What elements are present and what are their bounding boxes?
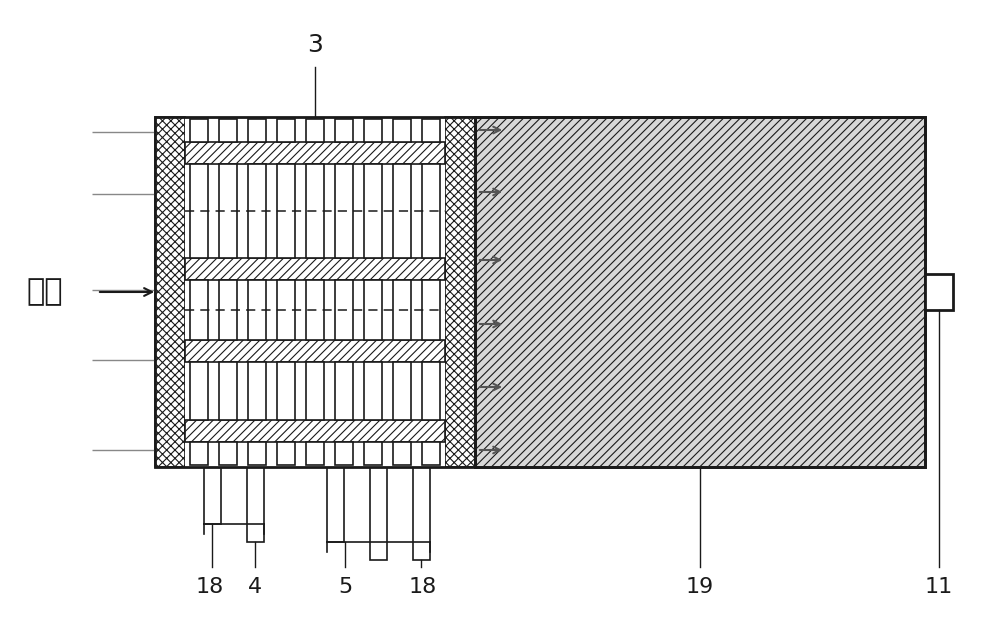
Bar (248, 362, 266, 420)
Bar (190, 362, 208, 420)
Bar (422, 362, 440, 420)
Bar (248, 280, 266, 340)
Bar (422, 280, 440, 340)
Bar (185, 142, 445, 164)
Text: 18: 18 (196, 577, 224, 597)
Bar (422, 442, 440, 465)
Bar (422, 164, 440, 258)
Bar (925, 274, 953, 310)
Bar (413, 467, 430, 560)
Text: 18: 18 (409, 577, 437, 597)
Bar (445, 117, 475, 467)
Bar (219, 119, 237, 142)
Bar (155, 117, 475, 467)
Bar (190, 280, 208, 340)
Bar (277, 442, 295, 465)
Bar (326, 467, 344, 542)
Bar (364, 119, 382, 142)
Bar (277, 119, 295, 142)
Bar (277, 280, 295, 340)
Bar (364, 280, 382, 340)
Bar (364, 164, 382, 258)
Bar (185, 420, 445, 442)
Bar (277, 362, 295, 420)
Bar (219, 164, 237, 258)
Text: 11: 11 (925, 577, 953, 597)
Bar (185, 420, 445, 442)
Bar (185, 117, 445, 467)
Bar (475, 117, 925, 467)
Bar (445, 117, 475, 467)
Bar (190, 442, 208, 465)
Bar (190, 164, 208, 258)
Bar (219, 280, 237, 340)
Text: 进水: 进水 (27, 277, 63, 307)
Bar (248, 119, 266, 142)
Bar (393, 119, 411, 142)
Text: 4: 4 (248, 577, 262, 597)
Bar (185, 258, 445, 280)
Bar (306, 280, 324, 340)
Bar (185, 340, 445, 362)
Text: 5: 5 (338, 577, 352, 597)
Bar (248, 442, 266, 465)
Bar (155, 117, 185, 467)
Bar (370, 467, 386, 560)
Bar (306, 442, 324, 465)
Bar (306, 164, 324, 258)
Bar (335, 119, 353, 142)
Bar (475, 117, 925, 467)
Bar (219, 362, 237, 420)
Bar (277, 164, 295, 258)
Bar (335, 164, 353, 258)
Bar (335, 362, 353, 420)
Bar (185, 258, 445, 280)
Bar (246, 467, 264, 542)
Bar (422, 119, 440, 142)
Bar (364, 362, 382, 420)
Bar (185, 142, 445, 164)
Bar (335, 442, 353, 465)
Bar (185, 340, 445, 362)
Bar (364, 442, 382, 465)
Bar (393, 442, 411, 465)
Bar (306, 119, 324, 142)
Bar (155, 117, 185, 467)
Bar (335, 280, 353, 340)
Bar (393, 362, 411, 420)
Text: 3: 3 (307, 33, 323, 57)
Bar (393, 280, 411, 340)
Text: 19: 19 (686, 577, 714, 597)
Bar (306, 362, 324, 420)
Bar (475, 117, 925, 467)
Bar (219, 442, 237, 465)
Bar (248, 164, 266, 258)
Bar (204, 467, 220, 524)
Bar (393, 164, 411, 258)
Bar (190, 119, 208, 142)
